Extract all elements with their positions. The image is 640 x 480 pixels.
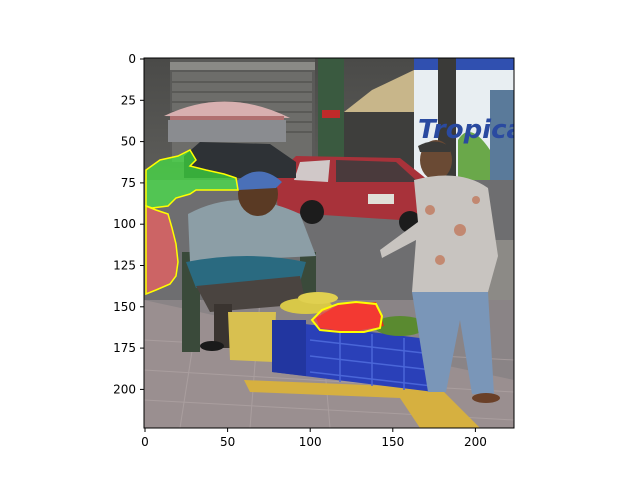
- overlay-red-region: [145, 204, 179, 296]
- x-tick-label: 0: [141, 435, 149, 449]
- segmentation-overlay: [145, 149, 384, 333]
- billboard-sign: Tropical: [414, 58, 534, 228]
- x-tick-label: 100: [299, 435, 322, 449]
- red-car: [275, 156, 430, 233]
- x-tick-label: 50: [220, 435, 235, 449]
- awning: [344, 70, 414, 112]
- x-axis: 0 50 100 150 200: [141, 428, 487, 449]
- sign-text: Tropical: [418, 115, 534, 145]
- dark-car: [184, 142, 296, 178]
- umbrella: [164, 101, 290, 142]
- y-axis: 0 25 50 75 100 125 150 175 200: [113, 52, 144, 396]
- standing-man: [380, 140, 500, 403]
- axes-frame: [143, 57, 515, 429]
- street-photo: Tropical: [144, 58, 534, 428]
- y-tick-label: 150: [113, 300, 136, 314]
- y-tick-label: 125: [113, 259, 136, 273]
- overlay-green-region: [145, 149, 239, 209]
- x-tick-label: 150: [381, 435, 404, 449]
- yellow-bucket: [228, 312, 276, 362]
- y-tick-label: 75: [121, 176, 136, 190]
- y-tick-label: 0: [128, 52, 136, 66]
- y-tick-label: 25: [121, 93, 136, 107]
- y-tick-label: 50: [121, 135, 136, 149]
- y-tick-label: 175: [113, 341, 136, 355]
- y-tick-label: 200: [113, 382, 136, 396]
- x-tick-label: 200: [464, 435, 487, 449]
- blue-crates: [272, 320, 436, 392]
- y-tick-label: 100: [113, 217, 136, 231]
- overlay-red-produce-region: [310, 300, 384, 333]
